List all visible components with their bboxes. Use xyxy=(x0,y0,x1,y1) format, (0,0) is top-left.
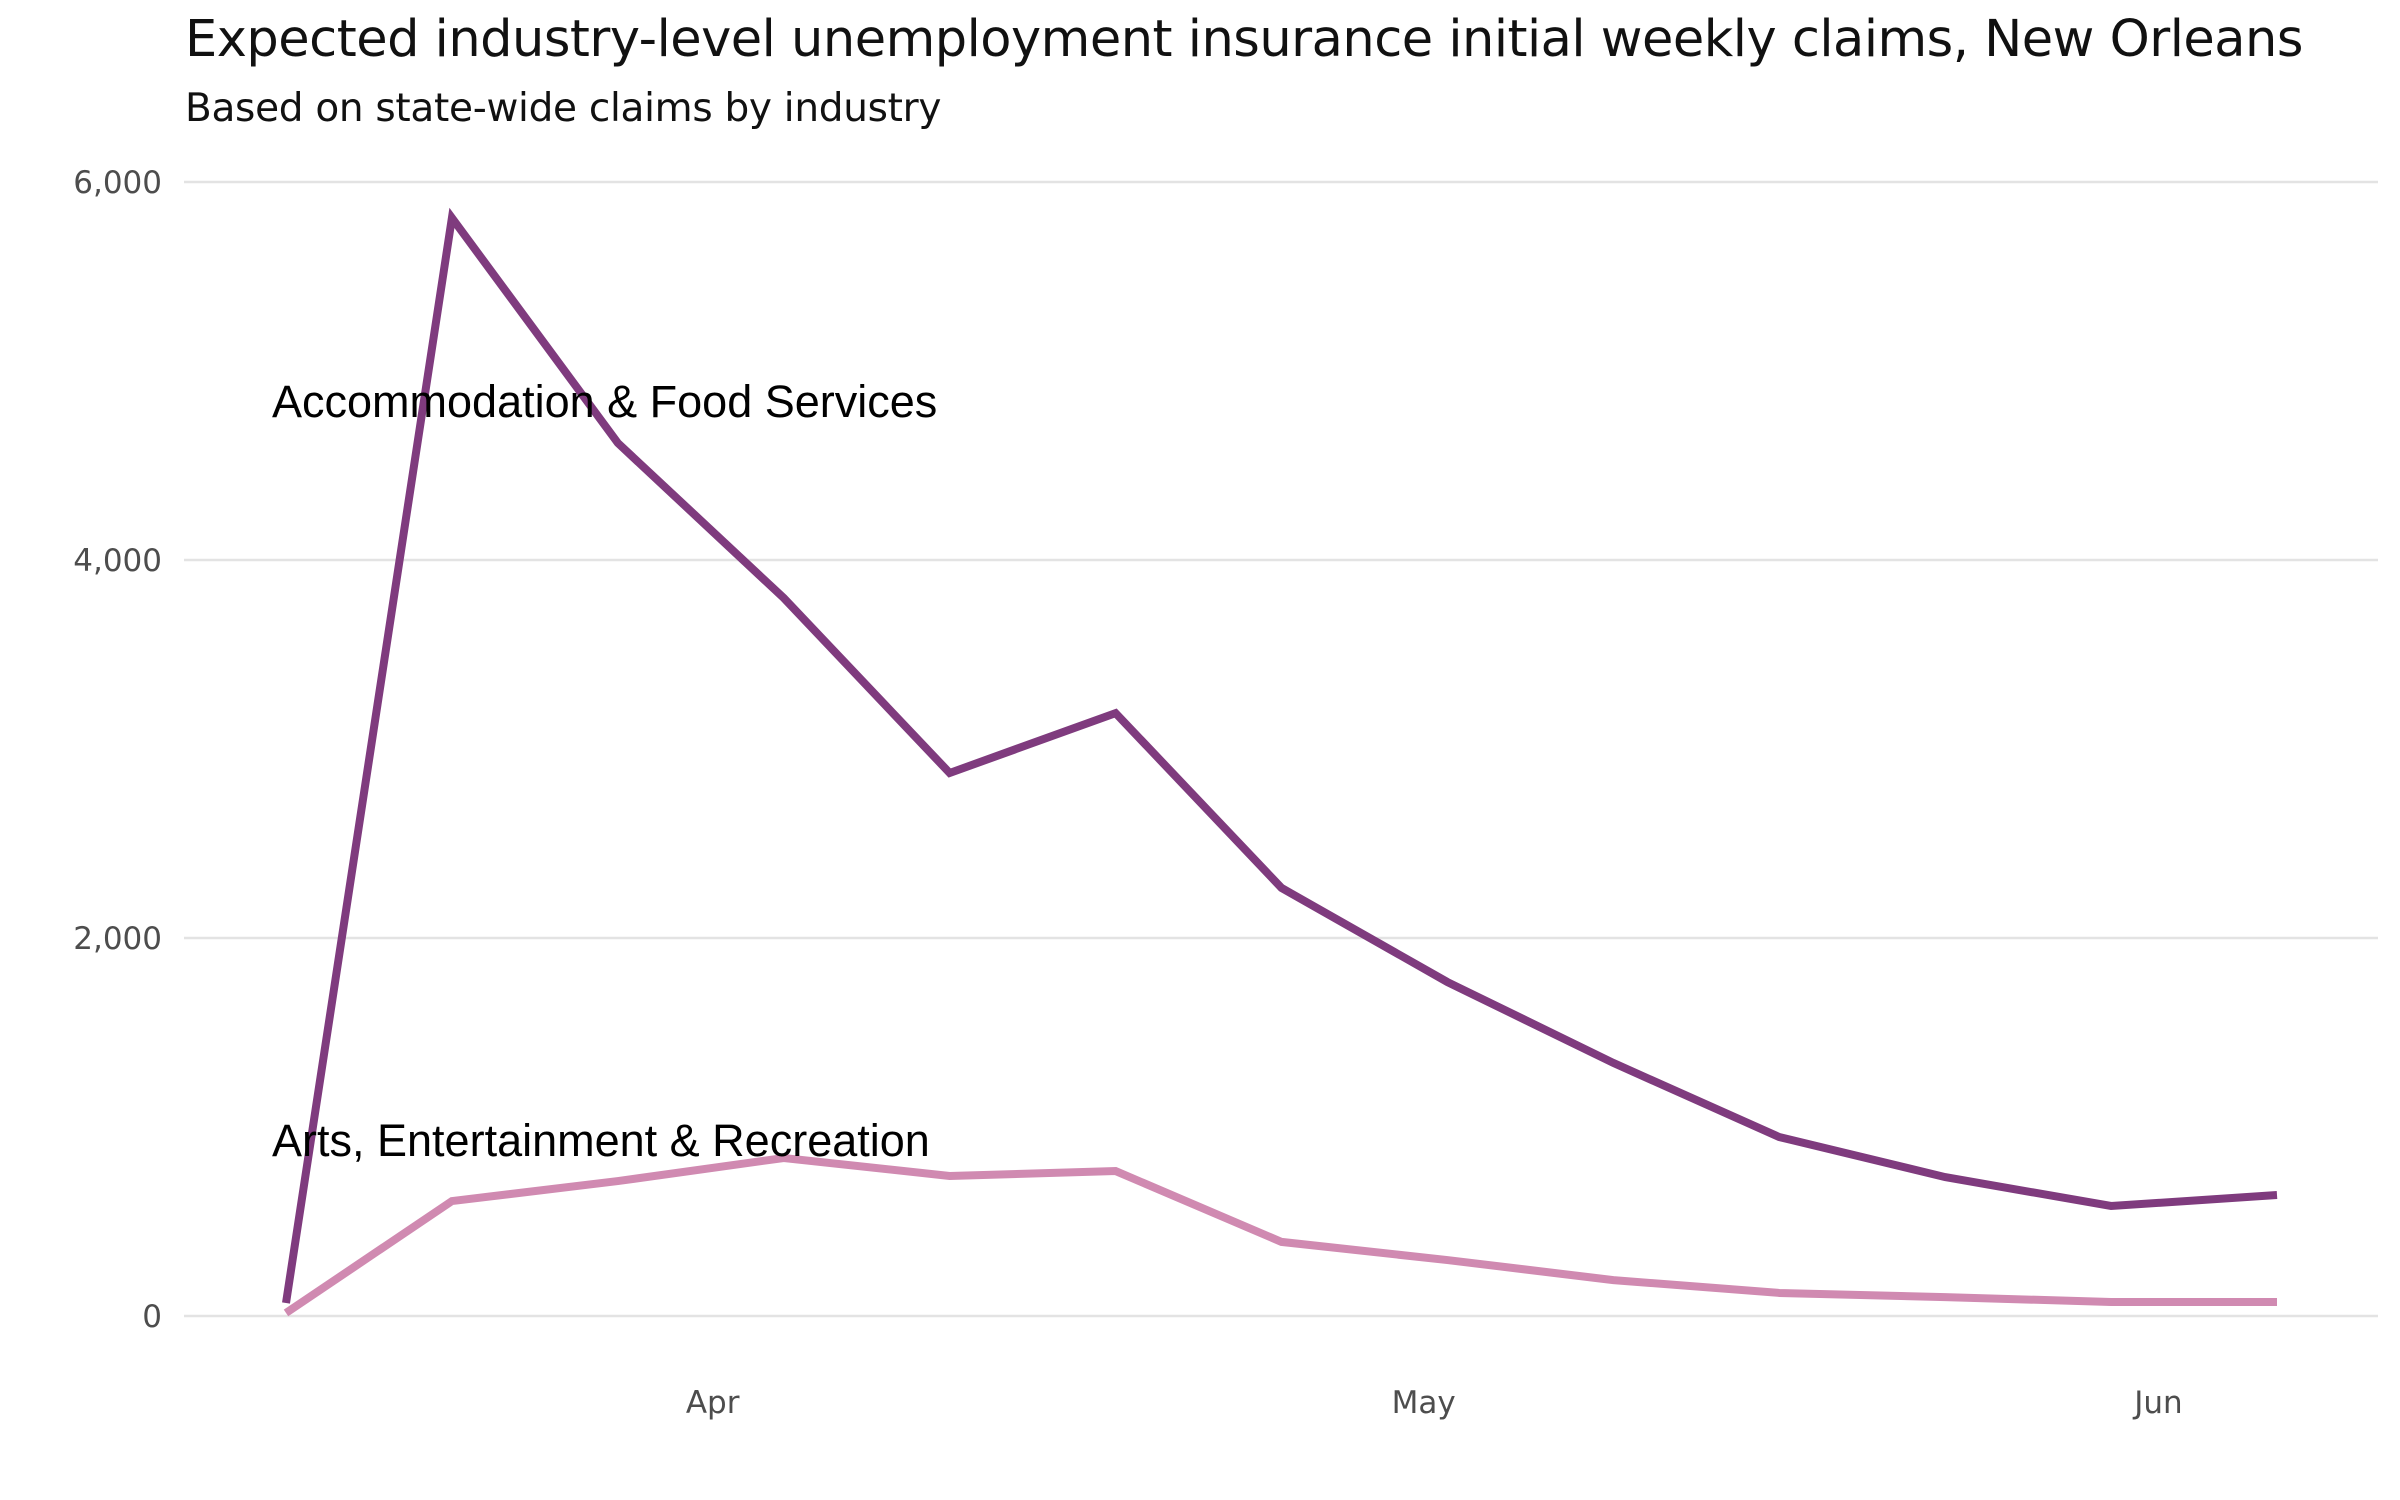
x-tick-label: Apr xyxy=(686,1385,740,1421)
series-annotations: Accommodation & Food Services Arts, Enter… xyxy=(272,376,937,1166)
y-tick-label: 0 xyxy=(142,1299,162,1335)
x-tick-label: Jun xyxy=(2132,1385,2182,1421)
chart-title: Expected industry-level unemployment ins… xyxy=(185,10,2303,69)
y-tick-label: 4,000 xyxy=(73,543,162,579)
series-label: Arts, Entertainment & Recreation xyxy=(272,1115,930,1166)
x-tick-label: May xyxy=(1392,1385,1456,1421)
chart-subtitle: Based on state-wide claims by industry xyxy=(185,86,942,131)
gridlines xyxy=(184,180,2378,1318)
y-tick-label: 6,000 xyxy=(73,165,162,201)
x-axis-ticks: Apr May Jun xyxy=(686,1385,2183,1421)
y-axis-ticks: 0 2,000 4,000 6,000 xyxy=(73,165,162,1335)
series-line-accommodation-food-services xyxy=(282,207,2278,1304)
series-label: Accommodation & Food Services xyxy=(272,376,937,427)
y-tick-label: 2,000 xyxy=(73,921,162,957)
series-line-arts-entertainment-recreation xyxy=(283,1153,2277,1317)
series-lines xyxy=(282,207,2278,1317)
